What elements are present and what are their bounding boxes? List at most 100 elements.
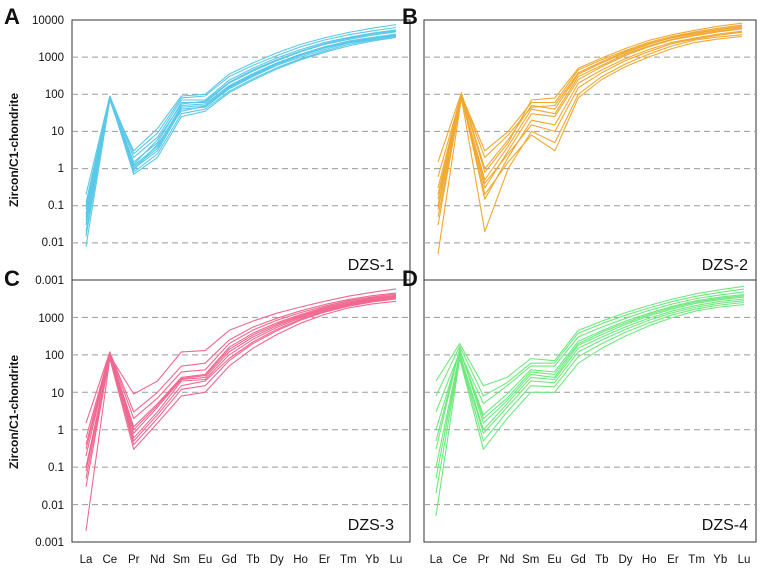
series-line [437,30,743,226]
series-line [85,24,397,237]
x-tick-label: Ce [102,554,117,566]
panel-c-gridlines [72,316,410,506]
y-tick-label: 0.001 [35,537,64,549]
series-line [437,25,743,177]
x-tick-label: Yb [713,554,727,566]
y-axis-title-bottom: Zircon/C1-chondrite [7,355,21,469]
series-line [435,298,745,468]
panel-b-series [437,22,743,255]
x-tick-label: Pr [478,554,490,566]
y-tick-label: 1 [58,163,64,175]
y-tick-label: 10 [51,388,64,400]
x-tick-label: Lu [390,554,403,566]
y-tick-label: 10000 [32,15,64,27]
x-tick-label: Tb [246,554,259,566]
series-line [435,293,745,430]
series-line [437,31,743,200]
series-line [85,35,397,226]
x-tick-label: Yb [365,554,379,566]
x-tick-label: Er [319,554,331,566]
x-tick-label: Dy [619,554,633,566]
series-line [85,30,397,221]
panel-a-letter: A [4,4,20,29]
x-tick-labels-left: La Ce Pr Nd Sm Eu Gd Tb Dy Ho Er Tm Yb Lu [80,554,403,566]
panel-b-letter: B [402,4,418,29]
x-tick-label: Tm [340,554,357,566]
series-line [85,33,397,232]
y-tick-label: 1 [58,425,64,437]
y-tick-label: 100 [45,89,64,101]
series-line [435,301,745,494]
series-line [435,295,745,442]
x-tick-labels-right: La Ce Pr Nd Sm Eu Gd Tb Dy Ho Er Tm Yb Lu [430,554,751,566]
panel-a-gridlines [72,56,410,244]
panel-c-series [85,288,397,531]
x-tick-label: Tm [688,554,705,566]
y-tick-label: 1000 [38,52,64,64]
x-tick-label: Eu [198,554,212,566]
series-line [435,300,745,479]
series-line [85,288,397,479]
series-line [85,295,397,471]
panel-b-sample-label: DZS-2 [702,257,748,274]
y-tick-label: 0.001 [35,275,64,287]
series-line [435,288,745,397]
series-line [85,36,397,215]
series-line [437,26,743,170]
y-tick-label: 10 [51,126,64,138]
series-line [437,34,743,255]
series-line [85,33,397,203]
series-line [437,28,743,189]
x-tick-label: Ho [293,554,308,566]
series-line [85,292,397,424]
panel-c-sample-label: DZS-3 [348,517,394,534]
series-line [85,26,397,195]
panel-d-sample-label: DZS-4 [702,517,748,534]
series-line [85,29,397,206]
x-tick-label: Er [667,554,679,566]
x-tick-label: Nd [150,554,165,566]
series-line [85,35,397,247]
panel-c-frame [71,279,411,543]
y-tick-label: 0.01 [42,237,64,249]
y-tick-label: 100 [45,350,64,362]
series-line [85,300,397,531]
series-line [85,298,397,450]
panel-b-gridlines [424,56,756,244]
x-tick-label: Sm [522,554,539,566]
y-tick-labels-top: 10000 1000 100 10 1 0.1 0.01 0.001 [32,15,64,287]
series-line [437,24,743,206]
panel-d-letter: D [402,266,418,291]
series-line [435,285,745,387]
y-tick-label: 0.1 [48,200,64,212]
series-line [437,22,743,195]
panel-d-series [435,285,745,516]
panel-a-frame [71,19,411,281]
x-tick-label: Ce [452,554,467,566]
x-tick-label: Lu [738,554,751,566]
x-tick-label: Ho [642,554,657,566]
x-tick-label: La [430,554,443,566]
series-line [85,34,397,210]
series-line [435,296,745,450]
x-tick-label: Gd [221,554,236,566]
series-line [85,293,397,439]
series-line [437,35,743,210]
y-tick-label: 0.1 [48,462,64,474]
x-tick-label: Pr [128,554,140,566]
panel-d-gridlines [424,316,756,506]
panel-a-series [85,24,397,247]
series-line [85,296,397,457]
panel-d-frame [423,279,757,543]
series-line [435,304,745,516]
series-line [85,296,397,468]
panel-c-letter: C [4,266,20,291]
y-axis-title-top: Zircon/C1-chondrite [7,93,21,207]
x-tick-label: Eu [547,554,561,566]
y-tick-label: 1000 [38,313,64,325]
y-tick-label: 0.01 [42,500,64,512]
x-tick-label: Sm [173,554,190,566]
panel-a-sample-label: DZS-1 [348,257,394,274]
x-tick-label: Gd [570,554,585,566]
series-line [85,31,397,218]
